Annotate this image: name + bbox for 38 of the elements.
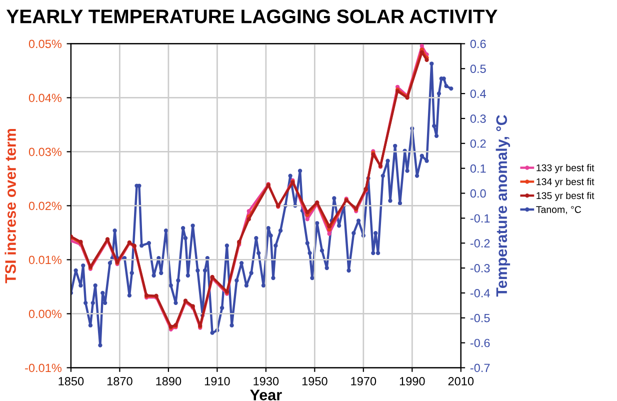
y-tick-label: 0.03% [28,148,62,156]
legend-label: 134 yr best fit [536,178,594,188]
y2-tick-label: -0.7 [470,364,490,372]
x-tick-label: 1850 [58,377,84,386]
y-tick-label: 0.00% [28,310,62,318]
y2-tick-label: -0.5 [470,314,490,322]
x-tick-label: 1910 [204,377,230,386]
y-tick-label: -0.01% [25,364,62,372]
y-tick-label: 0.02% [28,202,62,210]
y2-tick-label: -0.6 [470,338,490,348]
x-tick-label: 1990 [400,377,425,386]
y2-tick-label: 0.5 [470,64,486,74]
y2-axis-title: Temperature anomaly, °C [496,115,510,297]
x-tick-label: 2010 [448,377,474,386]
chart-title: YEARLY TEMPERATURE LAGGING SOLAR ACTIVITY [6,9,498,24]
legend-label: Tanom, °C [536,206,582,214]
x-tick-label: 1930 [254,377,279,386]
y-tick-label: 0.05% [28,40,62,48]
legend-label: 135 yr best fit [536,192,594,202]
y2-tick-label: -0.1 [470,214,490,223]
legend-label: 133 yr best fit [536,164,594,174]
x-axis-title: Year [250,390,282,400]
y-tick-label: 0.04% [28,94,62,102]
y2-tick-label: -0.4 [470,288,490,298]
x-tick-label: 1950 [302,377,328,386]
y2-tick-label: -0.2 [470,239,490,248]
y2-tick-label: -0.3 [470,264,490,272]
y-tick-label: 0.01% [28,256,62,264]
y2-tick-label: 0.3 [470,114,486,123]
x-tick-label: 1870 [107,377,132,386]
y-axis-title: TSI increse over term [4,128,16,284]
y2-tick-label: 0.6 [470,40,486,48]
y2-tick-label: 0.2 [470,139,486,148]
y2-tick-label: 0.0 [470,189,486,198]
y2-tick-label: 0.1 [470,164,486,173]
x-tick-label: 1890 [156,377,182,386]
y2-tick-label: 0.4 [470,90,486,98]
x-tick-label: 1970 [351,377,376,386]
